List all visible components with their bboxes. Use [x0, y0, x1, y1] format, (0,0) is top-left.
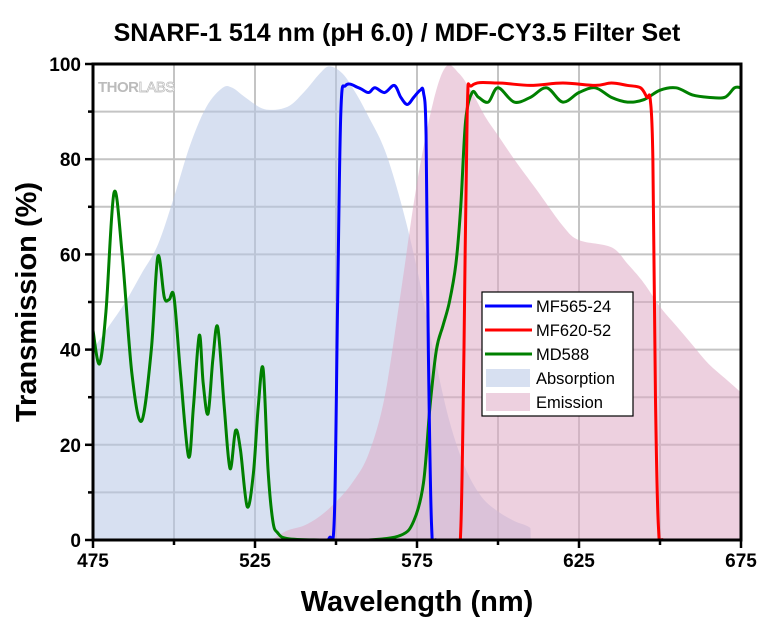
y-tick-label: 100: [49, 55, 81, 76]
x-axis-label: Wavelength (nm): [301, 586, 534, 618]
line-mf620-52: [93, 80, 741, 540]
line-md588: [93, 85, 741, 540]
y-tick-label: 20: [60, 436, 81, 457]
x-tick-label: 625: [563, 551, 595, 572]
legend-label: Emission: [536, 394, 603, 412]
x-tick-label: 575: [401, 551, 433, 572]
legend-swatch: [486, 393, 530, 411]
line-series: [93, 80, 741, 540]
legend-label: Absorption: [536, 370, 615, 388]
x-tick-label: 675: [725, 551, 757, 572]
legend-swatch: [486, 369, 530, 387]
axis-ticks: 475 525 575 625 675 0 20 40 60 80 100: [49, 55, 757, 572]
y-tick-label: 80: [60, 150, 81, 171]
y-axis-label: Transmission (%): [11, 182, 43, 422]
legend-label: MD588: [536, 346, 589, 364]
watermark-logo: THORLABS: [98, 79, 175, 96]
legend: MF565-24 MF620-52 MD588 Absorption Emission: [481, 291, 634, 417]
legend-label: MF565-24: [536, 298, 611, 316]
y-tick-label: 0: [70, 531, 81, 552]
y-tick-label: 60: [60, 245, 81, 266]
legend-label: MF620-52: [536, 322, 611, 340]
chart-title: SNARF-1 514 nm (pH 6.0) / MDF-CY3.5 Filt…: [114, 19, 681, 47]
line-mf565-24: [93, 82, 741, 540]
x-tick-label: 525: [239, 551, 271, 572]
x-tick-label: 475: [77, 551, 109, 572]
y-tick-label: 40: [60, 341, 81, 362]
